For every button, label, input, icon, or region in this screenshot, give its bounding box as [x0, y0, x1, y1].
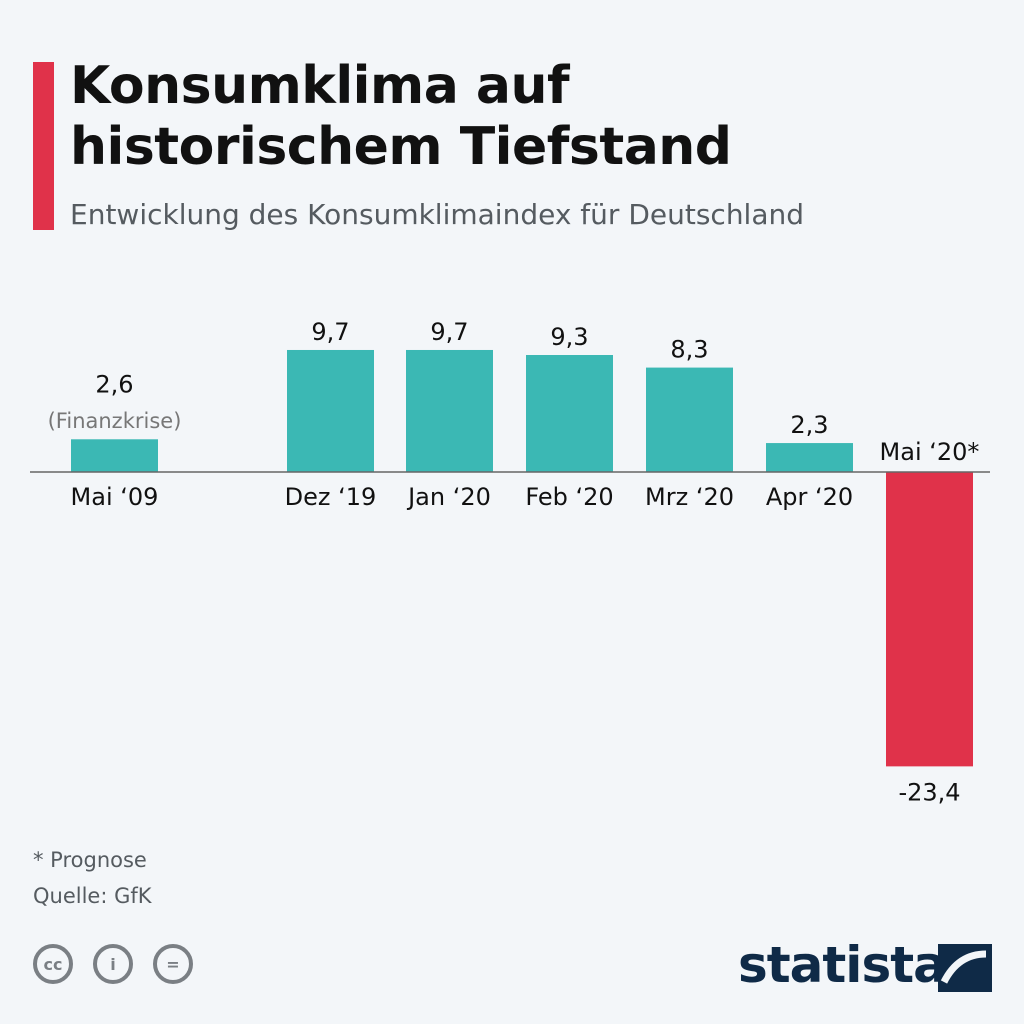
- category-label: Jan ‘20: [406, 483, 491, 511]
- statista-logo[interactable]: statista: [738, 936, 947, 994]
- category-label: Feb ‘20: [525, 483, 613, 511]
- chart-title: Konsumklima auf historischem Tiefstand: [70, 56, 732, 177]
- source: Quelle: GfK: [33, 884, 152, 908]
- bar: [526, 355, 613, 472]
- bar: [886, 472, 973, 767]
- category-label: Dez ‘19: [285, 483, 377, 511]
- cc-license-icon[interactable]: cc: [33, 944, 73, 984]
- value-label: -23,4: [898, 778, 960, 806]
- value-label: 9,3: [550, 323, 588, 351]
- value-label: 9,7: [430, 318, 468, 346]
- value-label: 2,6: [95, 370, 133, 398]
- no-derivatives-icon[interactable]: =: [153, 944, 193, 984]
- attribution-icon[interactable]: i: [93, 944, 133, 984]
- bar: [406, 349, 493, 472]
- bar: [646, 367, 733, 472]
- annotation: (Finanzkrise): [48, 409, 182, 433]
- bar: [766, 443, 853, 472]
- category-label: Mai ‘20*: [880, 438, 980, 466]
- bar: [287, 349, 374, 472]
- statista-logo-mark: [938, 944, 992, 992]
- category-label: Mrz ‘20: [645, 483, 734, 511]
- value-label: 8,3: [670, 336, 708, 364]
- title-accent-bar: [33, 62, 54, 230]
- value-label: 9,7: [311, 318, 349, 346]
- category-label: Apr ‘20: [766, 483, 853, 511]
- value-label: 2,3: [790, 411, 828, 439]
- footnote: * Prognose: [33, 848, 147, 872]
- category-label: Mai ‘09: [71, 483, 159, 511]
- bar: [71, 439, 158, 472]
- chart-subtitle: Entwicklung des Konsumklimaindex für Deu…: [70, 198, 805, 231]
